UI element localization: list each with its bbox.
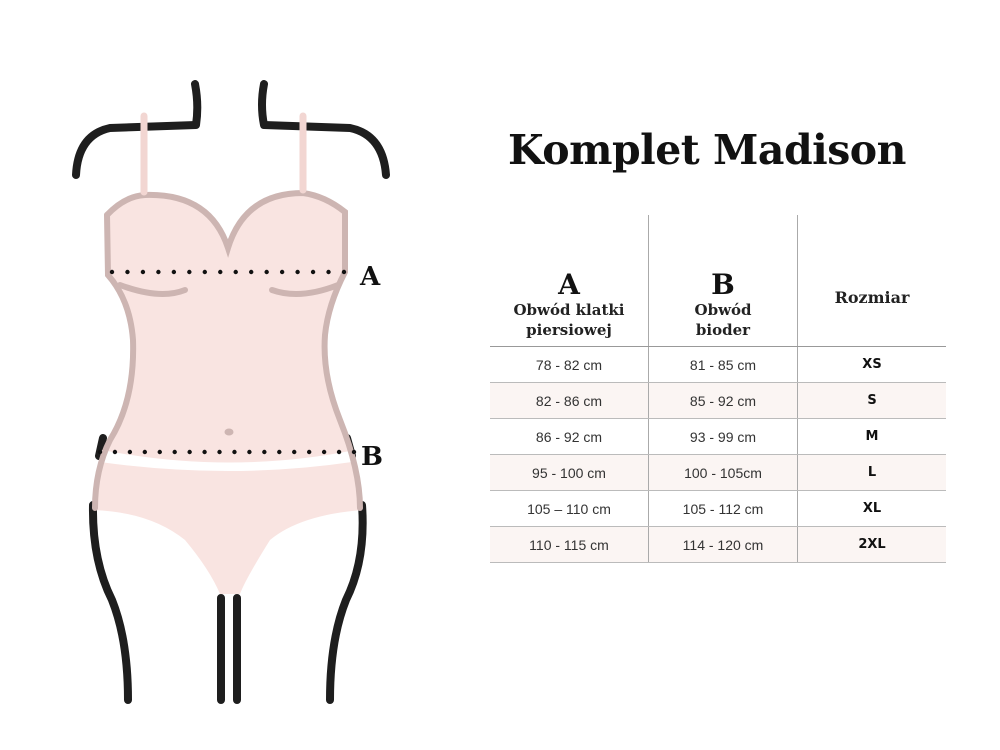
hips-cell: 93 - 99 cm bbox=[648, 418, 798, 455]
table-row: 110 - 115 cm 114 - 120 cm 2XL bbox=[490, 526, 946, 563]
size-cell: S bbox=[797, 382, 946, 419]
size-table: A Obwód klatki piersiowej B Obwód bioder… bbox=[490, 215, 946, 563]
chest-cell: 86 - 92 cm bbox=[490, 418, 649, 455]
chest-cell: 78 - 82 cm bbox=[490, 346, 649, 383]
navel bbox=[224, 428, 234, 436]
hips-cell: 100 - 105cm bbox=[648, 454, 798, 491]
garment bbox=[92, 112, 363, 594]
hips-cell: 105 - 112 cm bbox=[648, 490, 798, 527]
measurement-dot bbox=[247, 449, 252, 455]
hips-cell: 85 - 92 cm bbox=[648, 382, 798, 419]
size-cell: XS bbox=[797, 346, 946, 383]
size-cell: 2XL bbox=[797, 526, 946, 563]
measurement-dot bbox=[233, 269, 238, 275]
measurement-dot bbox=[140, 269, 146, 275]
header-chest: A Obwód klatki piersiowej bbox=[490, 215, 649, 347]
measurement-dot bbox=[249, 269, 254, 275]
left-leg-line bbox=[88, 501, 132, 704]
header-hips: B Obwód bioder bbox=[648, 215, 798, 347]
table-header-row: A Obwód klatki piersiowej B Obwód bioder… bbox=[490, 215, 946, 347]
measurement-line-b bbox=[97, 449, 357, 455]
measurement-dot bbox=[187, 449, 192, 455]
measurement-dot bbox=[232, 449, 237, 455]
right-leg-line bbox=[326, 501, 367, 704]
measurement-dot bbox=[279, 269, 285, 275]
measurement-dot bbox=[202, 269, 207, 275]
measurement-dot bbox=[321, 449, 327, 455]
hips-cell: 114 - 120 cm bbox=[648, 526, 798, 563]
measurement-dot bbox=[218, 269, 223, 275]
measurement-dot bbox=[109, 269, 115, 275]
inner-leg-lines bbox=[217, 594, 241, 704]
table-row: 82 - 86 cm 85 - 92 cm S bbox=[490, 382, 946, 419]
right-shoulder-line bbox=[258, 80, 390, 179]
measurement-dot bbox=[172, 449, 177, 455]
measurement-dot bbox=[187, 269, 192, 275]
measurement-dot bbox=[171, 269, 177, 275]
hips-cell: 81 - 85 cm bbox=[648, 346, 798, 383]
measurement-dot bbox=[97, 449, 103, 455]
table-row: 78 - 82 cm 81 - 85 cm XS bbox=[490, 346, 946, 383]
measurement-dot bbox=[125, 269, 130, 275]
measurement-dot bbox=[306, 449, 312, 455]
chest-cell: 105 – 110 cm bbox=[490, 490, 649, 527]
header-size: Rozmiar bbox=[797, 215, 946, 347]
measurement-dot bbox=[292, 449, 297, 455]
size-cell: L bbox=[797, 454, 946, 491]
garment-measurement-figure: A B bbox=[72, 80, 390, 704]
chest-cell: 82 - 86 cm bbox=[490, 382, 649, 419]
page-title: Komplet Madison bbox=[508, 126, 906, 174]
measurement-dot bbox=[202, 449, 207, 455]
chest-cell: 110 - 115 cm bbox=[490, 526, 649, 563]
measurement-dot bbox=[336, 449, 342, 455]
chest-cell: 95 - 100 cm bbox=[490, 454, 649, 491]
measurement-dot bbox=[341, 269, 347, 275]
measurement-dot bbox=[310, 269, 316, 275]
table-row: 95 - 100 cm 100 - 105cm L bbox=[490, 454, 946, 491]
size-cell: XL bbox=[797, 490, 946, 527]
left-shoulder-line bbox=[72, 80, 202, 179]
measurement-dot bbox=[112, 449, 118, 455]
label-b: B bbox=[361, 442, 383, 472]
measurement-dot bbox=[142, 449, 148, 455]
label-a: A bbox=[359, 262, 381, 292]
measurement-dot bbox=[326, 269, 331, 275]
measurement-dot bbox=[277, 449, 282, 455]
measurement-dot bbox=[157, 449, 162, 455]
measurement-dot bbox=[156, 269, 161, 275]
measurement-dot bbox=[351, 449, 357, 455]
measurement-dot bbox=[127, 449, 133, 455]
table-row: 86 - 92 cm 93 - 99 cm M bbox=[490, 418, 946, 455]
table-row: 105 – 110 cm 105 - 112 cm XL bbox=[490, 490, 946, 527]
measurement-dot bbox=[262, 449, 267, 455]
measurement-dot bbox=[295, 269, 300, 275]
measurement-dot bbox=[264, 269, 269, 275]
measurement-dot bbox=[217, 449, 222, 455]
measurement-line-a bbox=[109, 269, 347, 275]
size-cell: M bbox=[797, 418, 946, 455]
